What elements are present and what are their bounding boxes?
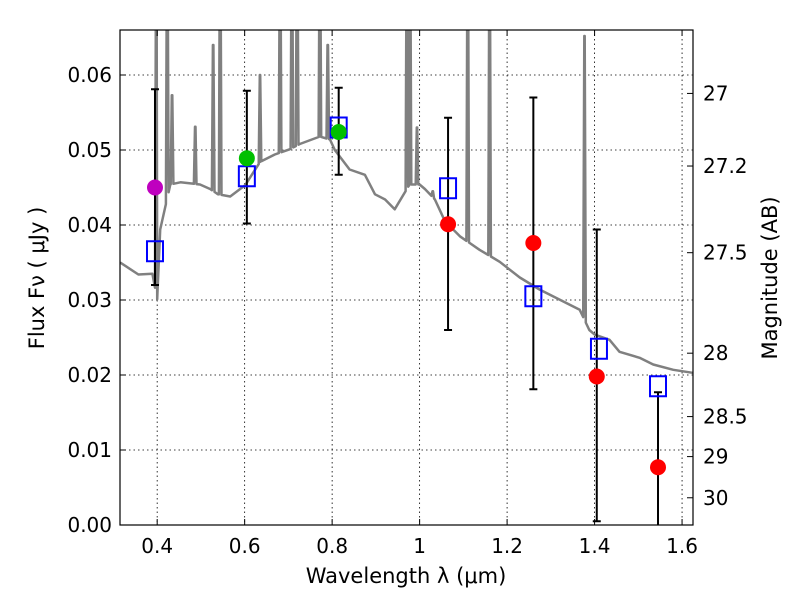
model-photometry-square (524, 285, 543, 308)
mag-tick-label: 30 (703, 486, 728, 510)
spectrum (120, 30, 693, 375)
x-tick-label: 0.8 (316, 534, 348, 558)
x-tick-label: 0.6 (229, 534, 261, 558)
y-tick-label: 0.06 (67, 63, 112, 87)
y-tick-label: 0.03 (67, 288, 112, 312)
model-photometry-square (439, 177, 458, 200)
photometry-point (525, 235, 542, 251)
mag-tick-label: 27.5 (703, 241, 748, 265)
data-marks (145, 86, 668, 525)
x-tick-label: 0.4 (141, 534, 173, 558)
y-tick-label: 0.04 (67, 213, 112, 237)
photometry-point (588, 368, 605, 385)
x-tick-label: 1.4 (579, 534, 611, 558)
y-tick-label: 0.01 (67, 438, 112, 462)
photometry-point (146, 179, 163, 196)
mag-tick-label: 27 (703, 81, 728, 105)
axes-ticks: 0.4 0.6 0.8 1 1.2 1.4 1.6 0.00 0.01 0.02 0.03 0.04 0… (67, 30, 748, 558)
plot-frame (119, 29, 694, 526)
model-photometry-square (145, 240, 164, 263)
y-axis-label: Flux Fν ( μJy ) (25, 207, 49, 350)
photometry-point (650, 459, 667, 476)
mag-tick-label: 27.2 (703, 154, 748, 178)
photometry-point (440, 216, 457, 233)
spectrum-line (120, 30, 693, 375)
y-tick-label: 0.05 (67, 138, 112, 162)
x-tick-label: 1.6 (666, 534, 698, 558)
photometry-point (238, 150, 255, 167)
x-tick-label: 1 (413, 534, 426, 558)
model-photometry-square (589, 337, 608, 360)
mag-tick-label: 28.5 (703, 405, 748, 429)
x-tick-label: 1.2 (491, 534, 523, 558)
y-tick-label: 0.00 (67, 513, 112, 537)
x-axis-label: Wavelength λ (μm) (306, 564, 507, 588)
model-photometry-square (649, 375, 668, 398)
y-axis-right-label: Magnitude (AB) (758, 196, 782, 359)
photometry-point (330, 124, 347, 140)
y-tick-label: 0.02 (67, 363, 112, 387)
mag-tick-label: 29 (703, 445, 728, 469)
mag-tick-label: 28 (703, 341, 728, 365)
